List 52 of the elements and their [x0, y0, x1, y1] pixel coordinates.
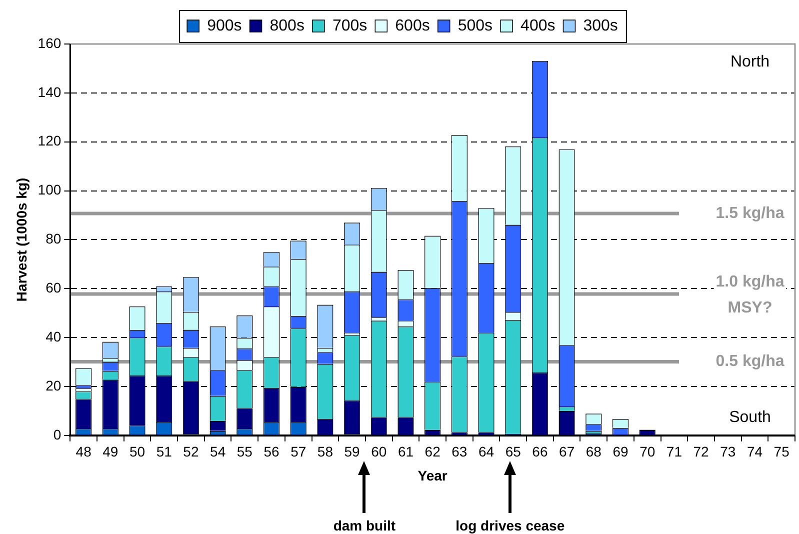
x-tick-label: 72 [693, 444, 710, 460]
ref-line-label: 0.5 kg/ha [716, 353, 784, 370]
legend-label: 800s [270, 17, 304, 34]
x-tick-label: 74 [746, 444, 763, 460]
x-tick-label: 61 [398, 444, 414, 460]
x-axis-title: Year [418, 467, 448, 484]
x-tick-label: 60 [371, 444, 387, 460]
x-tick-label: 54 [210, 444, 226, 460]
text: dam built [333, 517, 396, 534]
x-tick-label: 49 [102, 444, 118, 460]
x-tick-label: 64 [478, 444, 494, 460]
ref-line-label: 1.5 kg/ha [716, 204, 784, 222]
x-tick-label: 65 [505, 444, 522, 460]
x-tick-label: 58 [317, 444, 334, 460]
x-tick-label: 62 [424, 444, 441, 460]
y-tick-label: 140 [38, 84, 62, 100]
x-tick-label: 75 [774, 444, 790, 460]
x-tick-label: 48 [76, 444, 92, 460]
annotation: South [729, 408, 771, 426]
x-tick-label: 68 [586, 444, 602, 460]
x-tick-label: 57 [290, 444, 306, 460]
x-tick-label: 55 [236, 444, 253, 460]
x-tick-label: 59 [344, 444, 360, 460]
ref-line-label: 1.0 kg/ha MSY? [716, 273, 784, 316]
y-tick-label: 100 [38, 182, 62, 198]
x-tick-label: 63 [452, 444, 468, 460]
y-tick-label: 0 [53, 426, 62, 442]
x-tick-label: 50 [129, 444, 146, 460]
legend-label: 700s [332, 17, 368, 34]
text: log drives cease [456, 517, 565, 534]
y-tick-label: 40 [46, 328, 62, 344]
y-tick-label: 20 [46, 377, 62, 394]
x-tick-label: 66 [532, 444, 548, 460]
x-tick-label: 69 [612, 444, 628, 460]
x-tick-label: 70 [640, 444, 656, 460]
y-tick-label: 120 [38, 132, 62, 149]
y-tick-label: 80 [46, 230, 62, 247]
x-tick-label: 56 [264, 444, 280, 460]
x-tick-label: 71 [666, 444, 682, 460]
y-tick-label: 160 [38, 34, 62, 51]
y-tick-label: 60 [46, 279, 62, 296]
x-tick-label: 52 [183, 444, 199, 460]
legend-label: 500s [458, 17, 493, 34]
legend-label: 600s [395, 17, 430, 34]
y-axis-title: Harvest (1000s kg) [13, 178, 30, 302]
legend-label: 900s [207, 17, 242, 34]
annotation: North [730, 53, 770, 70]
x-tick-label: 67 [559, 444, 575, 460]
x-tick-label: 51 [156, 444, 172, 460]
legend-label: 400s [520, 17, 556, 34]
x-tick-label: 73 [720, 444, 736, 460]
legend-label: 300s [583, 17, 618, 34]
